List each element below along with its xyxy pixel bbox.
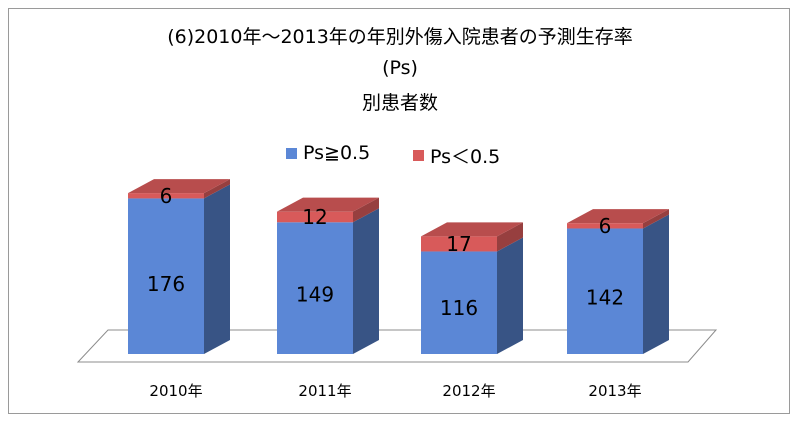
bar-side-ps-low xyxy=(643,209,669,229)
legend-item-ps-high: Ps≧0.5 xyxy=(286,142,370,164)
bar-ps-high xyxy=(128,198,204,354)
legend-label-ps-low: Ps＜0.5 xyxy=(430,146,501,168)
bar-ps-low xyxy=(277,211,353,223)
bar-side-ps-high xyxy=(204,184,230,354)
bar-ps-low xyxy=(421,236,497,252)
legend-label-ps-high: Ps≧0.5 xyxy=(303,142,371,164)
legend-swatch-ps-high xyxy=(286,147,297,159)
bar-side-ps-low xyxy=(497,222,523,252)
data-label-ps-high: 176 xyxy=(147,272,185,296)
chart-floor xyxy=(76,329,718,363)
data-label-ps-low: 6 xyxy=(160,184,173,208)
bar-side-ps-high xyxy=(353,208,379,354)
x-tick-label: 2011年 xyxy=(298,382,351,400)
bar-side-ps-high xyxy=(643,214,669,354)
bar-ps-low xyxy=(128,193,204,199)
x-tick-label: 2013年 xyxy=(588,382,641,400)
bar-top xyxy=(277,197,379,212)
bar-ps-high xyxy=(277,222,353,354)
bar-side-ps-low xyxy=(353,197,379,223)
bar-top xyxy=(128,179,230,194)
x-tick-label: 2010年 xyxy=(149,382,202,400)
data-label-ps-high: 142 xyxy=(586,286,624,310)
chart-title-line-3: 別患者数 xyxy=(361,92,438,114)
bar-top xyxy=(567,209,669,224)
bar-side-ps-low xyxy=(204,179,230,199)
chart-title-line-2: (Ps) xyxy=(382,57,418,79)
legend-swatch-ps-low xyxy=(413,150,424,161)
data-label-ps-low: 12 xyxy=(302,205,327,229)
bar-top xyxy=(421,222,523,237)
bar-side-ps-high xyxy=(497,237,523,354)
bar-ps-high xyxy=(567,228,643,354)
chart-title-line-1: (6)2010年～2013年の年別外傷入院患者の予測生存率 xyxy=(167,26,633,48)
data-label-ps-high: 149 xyxy=(296,283,334,307)
bar-ps-low xyxy=(567,223,643,229)
legend-item-ps-low: Ps＜0.5 xyxy=(413,142,500,169)
data-label-ps-high: 116 xyxy=(440,296,478,320)
x-tick-label: 2012年 xyxy=(442,382,495,400)
data-label-ps-low: 17 xyxy=(446,232,471,256)
bar-ps-high xyxy=(421,251,497,354)
data-label-ps-low: 6 xyxy=(599,214,612,238)
